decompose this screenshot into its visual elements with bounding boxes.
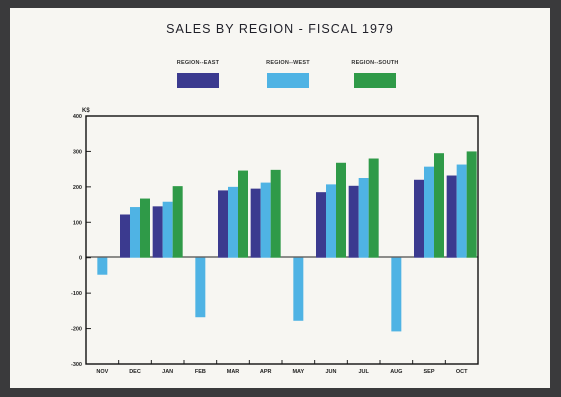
legend-item-east: REGION--EAST xyxy=(158,60,238,88)
x-tick-label: OCT xyxy=(456,369,468,375)
x-tick-label: DEC xyxy=(129,369,141,375)
legend-label-south: REGION--SOUTH xyxy=(351,60,399,66)
x-tick-label: JUN xyxy=(325,369,336,375)
x-tick-label: AUG xyxy=(390,369,402,375)
bar-mar-region-south xyxy=(238,170,248,258)
bar-apr-region-east xyxy=(250,188,261,258)
y-tick-label: -300 xyxy=(71,362,82,368)
y-tick-label: 400 xyxy=(73,114,82,120)
legend-label-east: REGION--EAST xyxy=(176,60,220,66)
bar-dec-region-south xyxy=(140,198,150,258)
bar-jun-region-south xyxy=(336,162,346,258)
bar-sep-region-south xyxy=(434,153,444,258)
bar-dec-region-west xyxy=(130,207,140,258)
x-tick-label: MAR xyxy=(227,369,240,375)
bar-jan-region-east xyxy=(152,206,163,258)
chart-title: SALES BY REGION - FISCAL 1979 xyxy=(166,22,394,36)
bar-dec-region-east xyxy=(120,214,130,258)
bar-jan-region-south xyxy=(172,186,183,258)
legend-swatch-west xyxy=(267,73,309,88)
plot-frame xyxy=(85,115,479,365)
y-tick-label: -100 xyxy=(71,291,82,297)
bar-mar-region-west xyxy=(228,186,238,258)
bar-apr-region-south xyxy=(270,169,281,258)
x-tick-label: MAY xyxy=(292,369,304,375)
bar-oct-region-east xyxy=(446,175,457,258)
bar-nov-region-west xyxy=(97,257,108,275)
bar-oct-region-south xyxy=(466,151,477,258)
bar-oct-region-west xyxy=(456,164,467,258)
bar-jun-region-west xyxy=(326,184,336,258)
x-tick-label: APR xyxy=(260,369,272,375)
legend-item-west: REGION--WEST xyxy=(248,60,328,88)
legend-swatch-south xyxy=(354,73,396,88)
x-tick-label: JAN xyxy=(162,369,173,375)
bar-jul-region-south xyxy=(368,158,379,258)
bar-apr-region-west xyxy=(260,182,271,258)
bar-jun-region-east xyxy=(316,192,326,258)
bar-jul-region-east xyxy=(348,185,359,258)
bar-jan-region-west xyxy=(162,201,173,258)
y-axis-unit-label: K$ xyxy=(82,108,90,114)
x-tick-label: FEB xyxy=(195,369,206,375)
bar-jul-region-west xyxy=(358,178,369,258)
bar-feb-region-west xyxy=(195,257,206,318)
legend-item-south: REGION--SOUTH xyxy=(335,60,415,88)
bar-mar-region-east xyxy=(218,190,228,258)
y-tick-label: 200 xyxy=(73,185,82,191)
x-tick-label: JUL xyxy=(358,369,369,375)
bar-may-region-west xyxy=(293,257,304,321)
legend-swatch-east xyxy=(177,73,219,88)
bar-aug-region-west xyxy=(391,257,402,332)
bar-sep-region-west xyxy=(424,166,434,258)
x-tick-label: SEP xyxy=(423,369,434,375)
y-tick-label: 0 xyxy=(79,256,82,262)
x-tick-label: NOV xyxy=(96,369,108,375)
y-tick-label: -200 xyxy=(71,327,82,333)
bar-sep-region-east xyxy=(414,179,424,258)
y-tick-label: 100 xyxy=(73,220,82,226)
legend-label-west: REGION--WEST xyxy=(266,60,310,66)
y-tick-label: 300 xyxy=(73,149,82,155)
